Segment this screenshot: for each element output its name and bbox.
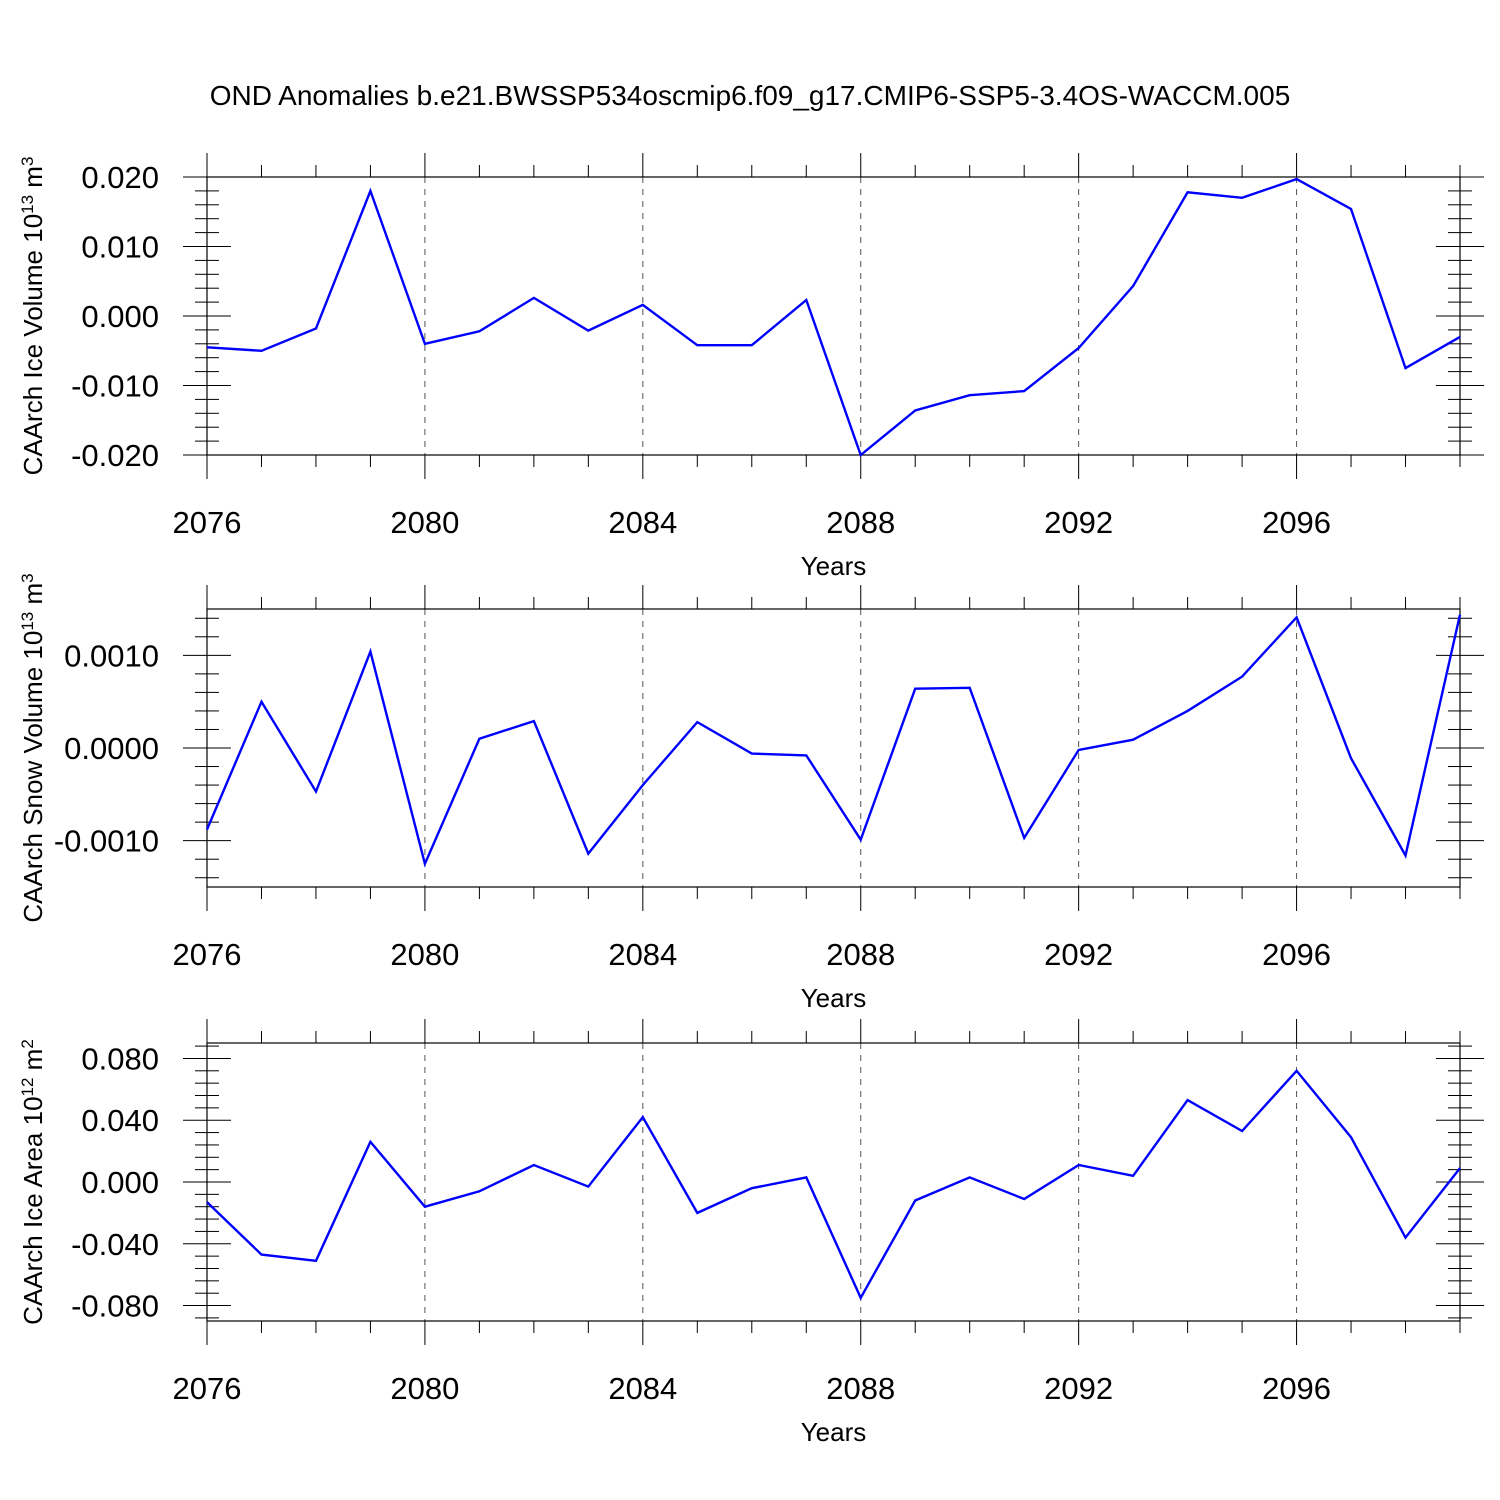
ice-area-y-axis-title-superscript: 12 bbox=[18, 1078, 37, 1097]
snow-volume-x-tick-label: 2076 bbox=[173, 937, 242, 972]
ice-volume-series-line bbox=[206, 177, 1461, 458]
ice-volume-x-axis-title: Years bbox=[801, 551, 867, 581]
snow-volume-x-tick-label: 2088 bbox=[826, 937, 895, 972]
snow-volume-y-tick-label: -0.0010 bbox=[54, 824, 159, 859]
snow-volume-x-tick-label: 2084 bbox=[608, 937, 677, 972]
ice-area-y-tick-label: 0.080 bbox=[81, 1041, 159, 1076]
ice-area-y-tick-label: 0.040 bbox=[81, 1103, 159, 1138]
snow-volume-x-tick-label: 2080 bbox=[390, 937, 459, 972]
snow-volume-x-tick-label: 2096 bbox=[1262, 937, 1331, 972]
ice-volume-x-tick-label: 2080 bbox=[390, 505, 459, 540]
ice-area-x-tick-label: 2080 bbox=[390, 1371, 459, 1406]
ice-area-y-tick-label: -0.080 bbox=[71, 1289, 159, 1324]
ice-area-x-tick-label: 2096 bbox=[1262, 1371, 1331, 1406]
ice-volume-y-tick-label: -0.010 bbox=[71, 369, 159, 404]
snow-volume-series-line bbox=[205, 614, 1462, 868]
snow-volume-y-tick-label: 0.0000 bbox=[64, 731, 159, 766]
snow-volume-x-axis-title: Years bbox=[801, 983, 867, 1013]
ice-area-y-tick-label: 0.000 bbox=[81, 1165, 159, 1200]
snow-volume-y-axis-title-part: m bbox=[18, 583, 48, 612]
panel-ice-area: -0.080 -0.040 0.000 0.040 0.080 2076 2080 2084 2… bbox=[18, 1019, 1484, 1447]
ice-area-y-tick-label: -0.040 bbox=[71, 1227, 159, 1262]
panel-ice-volume: -0.020 -0.010 0.000 0.010 0.020 2076 2080 2084 2… bbox=[18, 153, 1484, 581]
snow-volume-y-axis-title-part: CAArch Snow Volume 10 bbox=[18, 631, 48, 923]
panel-snow-volume: -0.0010 0.0000 0.0010 2076 2080 2084 2088 2092 2… bbox=[18, 573, 1484, 1013]
ice-volume-x-tick-label: 2088 bbox=[826, 505, 895, 540]
ice-volume-x-tick-label: 2092 bbox=[1044, 505, 1113, 540]
ice-area-y-axis-title-part: CAArch Ice Area 10 bbox=[18, 1096, 48, 1324]
ice-volume-x-tick-label: 2096 bbox=[1262, 505, 1331, 540]
snow-volume-y-axis-title-superscript: 3 bbox=[18, 573, 37, 582]
snow-volume-y-axis-title-superscript: 13 bbox=[18, 612, 37, 631]
ice-area-x-axis-title: Years bbox=[801, 1417, 867, 1447]
ice-volume-y-axis-title: CAArch Ice Volume 1013 m3 bbox=[18, 157, 49, 476]
snow-volume-y-axis-title: CAArch Snow Volume 1013 m3 bbox=[18, 573, 49, 922]
ice-area-x-tick-label: 2084 bbox=[608, 1371, 677, 1406]
ice-area-y-axis-title: CAArch Ice Area 1012 m2 bbox=[18, 1039, 49, 1325]
ice-volume-y-axis-title-superscript: 3 bbox=[18, 157, 37, 166]
ice-volume-y-tick-label: -0.020 bbox=[71, 438, 159, 473]
ice-volume-y-tick-label: 0.020 bbox=[81, 160, 159, 195]
ice-area-x-tick-label: 2092 bbox=[1044, 1371, 1113, 1406]
ice-volume-y-axis-title-part: m bbox=[18, 166, 48, 195]
snow-volume-y-tick-label: 0.0010 bbox=[64, 638, 159, 673]
ice-area-x-tick-label: 2076 bbox=[173, 1371, 242, 1406]
ice-volume-y-axis-title-superscript: 13 bbox=[18, 195, 37, 214]
ice-volume-x-tick-label: 2084 bbox=[608, 505, 677, 540]
ice-volume-y-tick-label: 0.010 bbox=[81, 230, 159, 265]
snow-volume-x-tick-label: 2092 bbox=[1044, 937, 1113, 972]
ice-area-y-axis-title-superscript: 2 bbox=[18, 1039, 37, 1048]
figure-title: OND Anomalies b.e21.BWSSP534oscmip6.f09_… bbox=[210, 80, 1291, 111]
ice-volume-x-tick-label: 2076 bbox=[173, 505, 242, 540]
ice-area-x-tick-label: 2088 bbox=[826, 1371, 895, 1406]
ice-volume-y-axis-title-part: CAArch Ice Volume 10 bbox=[18, 214, 48, 476]
ice-area-series-line bbox=[206, 1068, 1461, 1301]
ice-area-y-axis-title-part: m bbox=[18, 1049, 48, 1078]
ice-volume-y-tick-label: 0.000 bbox=[81, 299, 159, 334]
